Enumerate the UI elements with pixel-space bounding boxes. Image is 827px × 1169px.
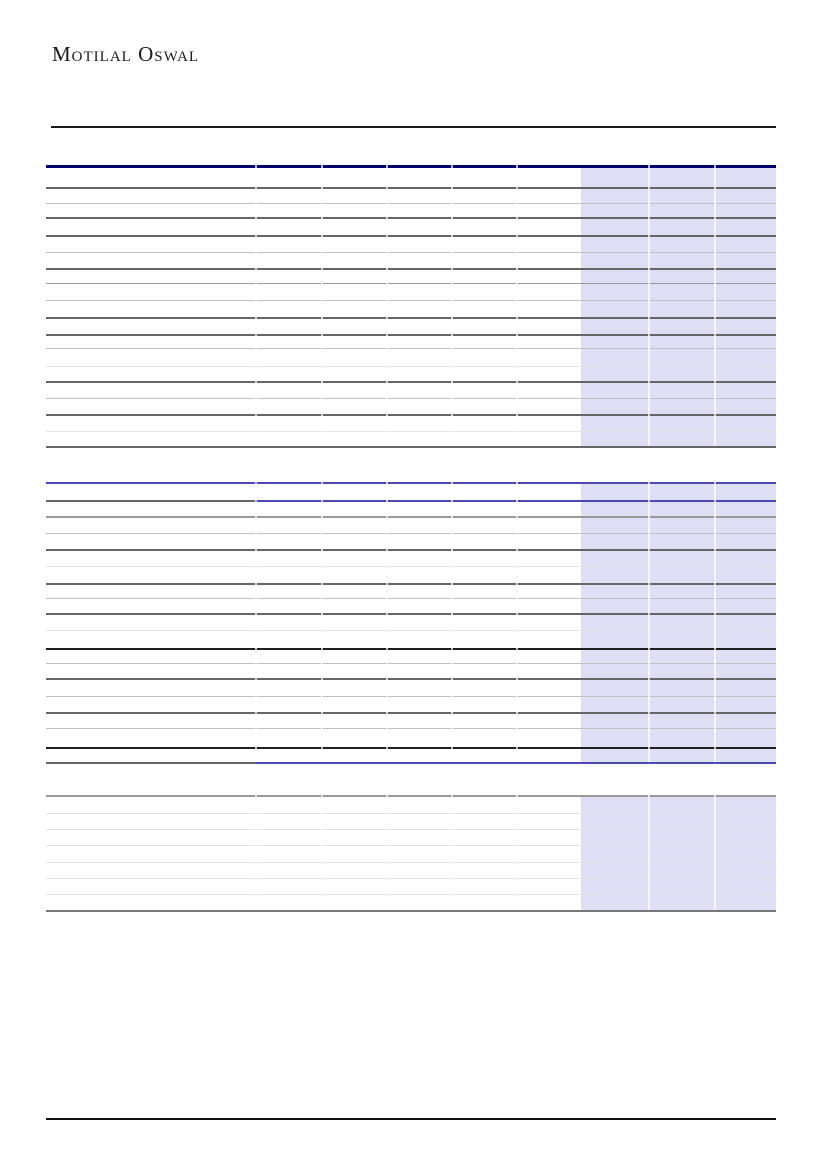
row-line — [46, 910, 776, 912]
row-line — [46, 381, 776, 383]
column-separator — [516, 482, 518, 762]
column-separator — [714, 795, 716, 910]
column-separator — [516, 165, 518, 446]
column-separator — [714, 482, 716, 762]
row-line — [46, 482, 776, 484]
row-line — [46, 217, 776, 219]
column-separator — [321, 165, 323, 446]
row-line-left-segment — [46, 762, 256, 764]
row-line — [46, 862, 776, 863]
row-line — [46, 446, 776, 448]
financial-table-1 — [46, 165, 776, 449]
estimate-columns-highlight — [581, 795, 776, 910]
row-line — [46, 317, 776, 319]
row-line — [46, 268, 776, 270]
row-line — [46, 630, 776, 631]
column-separator — [321, 795, 323, 910]
brand-logo: Motilal Oswal — [52, 42, 200, 66]
column-separator — [714, 165, 716, 446]
column-separator — [648, 795, 650, 910]
row-line — [46, 203, 776, 204]
financial-table-3 — [46, 795, 776, 913]
column-separator — [451, 795, 453, 910]
row-line — [46, 663, 776, 664]
estimate-columns-highlight — [581, 165, 776, 446]
row-line — [46, 728, 776, 729]
row-line — [46, 334, 776, 336]
row-line — [46, 598, 776, 599]
row-line — [46, 648, 776, 650]
row-line — [46, 283, 776, 285]
row-line — [46, 187, 776, 189]
row-line — [46, 747, 776, 749]
financial-table-2 — [46, 482, 776, 765]
row-line — [46, 878, 776, 879]
header-divider — [51, 126, 776, 128]
column-separator — [451, 165, 453, 446]
row-line — [46, 235, 776, 237]
column-separator — [255, 482, 257, 762]
row-line — [46, 533, 776, 534]
column-separator — [255, 795, 257, 910]
column-separator — [648, 165, 650, 446]
column-separator — [321, 482, 323, 762]
column-separator — [386, 795, 388, 910]
row-line — [46, 712, 776, 714]
row-line — [46, 845, 776, 846]
row-line — [46, 613, 776, 615]
row-line — [46, 165, 776, 168]
row-line — [46, 516, 776, 518]
row-line — [46, 431, 776, 432]
row-line — [46, 549, 776, 551]
estimate-columns-highlight — [581, 482, 776, 762]
row-line — [46, 795, 776, 797]
row-line — [46, 252, 776, 253]
row-line — [46, 583, 776, 585]
row-line — [46, 696, 776, 697]
row-line — [46, 348, 776, 349]
column-separator — [386, 482, 388, 762]
column-separator — [648, 482, 650, 762]
row-line — [46, 894, 776, 895]
footer-divider — [46, 1118, 776, 1120]
row-line-right-segment — [256, 762, 776, 764]
column-separator — [451, 482, 453, 762]
row-line — [46, 300, 776, 301]
row-line-left-segment — [46, 500, 256, 502]
column-separator — [386, 165, 388, 446]
row-line — [46, 678, 776, 680]
row-line — [46, 414, 776, 416]
column-separator — [516, 795, 518, 910]
row-line — [46, 398, 776, 399]
row-line — [46, 566, 776, 567]
row-line — [46, 366, 776, 367]
row-line — [46, 813, 776, 814]
row-line — [46, 829, 776, 830]
column-separator — [255, 165, 257, 446]
